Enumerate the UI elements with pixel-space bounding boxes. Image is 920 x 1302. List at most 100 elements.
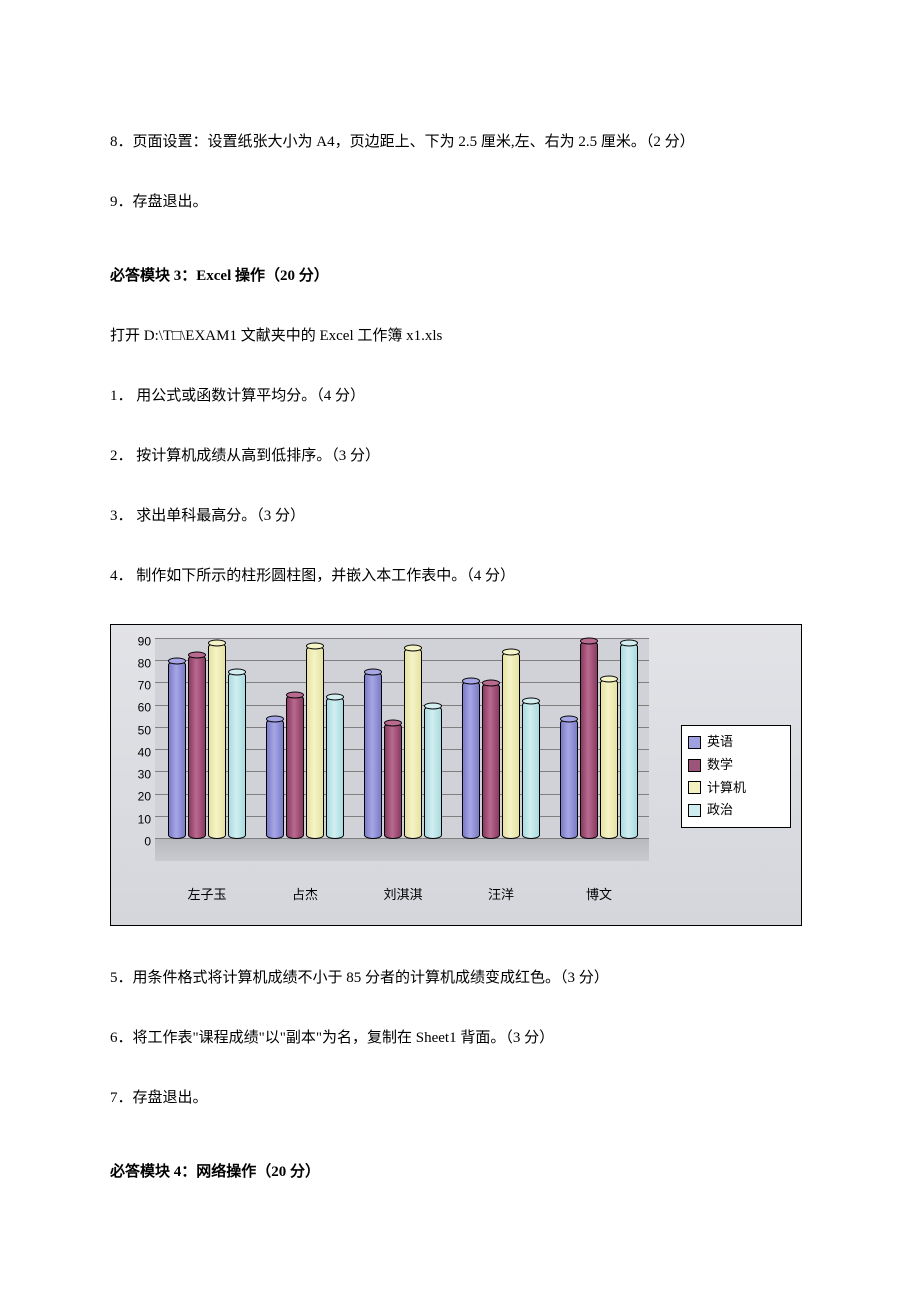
legend-swatch xyxy=(688,759,701,772)
cylinder-body xyxy=(286,695,304,839)
bar-group xyxy=(359,639,447,839)
cylinder-bar xyxy=(424,706,442,839)
cylinder-bar xyxy=(560,719,578,839)
legend-label: 政治 xyxy=(707,800,733,821)
y-tick-label: 60 xyxy=(138,699,151,718)
y-tick-label: 30 xyxy=(138,766,151,785)
cylinder-top xyxy=(560,716,578,723)
cylinder-body xyxy=(306,646,324,839)
cylinder-bar xyxy=(522,701,540,839)
x-axis-label: 刘淇淇 xyxy=(383,885,422,906)
bar-group xyxy=(555,639,643,839)
x-axis-label: 汪洋 xyxy=(488,885,514,906)
cylinder-bar xyxy=(306,646,324,839)
cylinder-bar-chart: 0102030405060708090 左子玉占杰刘淇淇汪洋博文 英语数学计算机… xyxy=(110,624,802,926)
legend: 英语数学计算机政治 xyxy=(681,725,791,828)
cylinder-body xyxy=(364,672,382,839)
bars-layer xyxy=(155,639,649,861)
cylinder-body xyxy=(208,643,226,839)
cylinder-body xyxy=(600,679,618,839)
y-tick-label: 50 xyxy=(138,721,151,740)
excel-item-6: 6．将工作表"课程成绩"以"副本"为名，复制在 Sheet1 背面。（3 分） xyxy=(110,1026,810,1050)
cylinder-bar xyxy=(168,661,186,839)
cylinder-bar xyxy=(482,683,500,839)
cylinder-bar xyxy=(208,643,226,839)
document-page: 8．页面设置：设置纸张大小为 A4，页边距上、下为 2.5 厘米,左、右为 2.… xyxy=(0,0,920,1300)
cylinder-top xyxy=(580,638,598,645)
cylinder-bar xyxy=(580,641,598,839)
cylinder-body xyxy=(404,648,422,839)
excel-item-3: 3． 求出单科最高分。（3 分） xyxy=(110,504,810,528)
y-tick-label: 20 xyxy=(138,788,151,807)
cylinder-top xyxy=(462,678,480,685)
cylinder-body xyxy=(502,652,520,839)
excel-item-4: 4． 制作如下所示的柱形圆柱图，并嵌入本工作表中。（4 分） xyxy=(110,564,810,588)
cylinder-body xyxy=(384,723,402,839)
cylinder-bar xyxy=(286,695,304,839)
module-4-heading: 必答模块 4：网络操作（20 分） xyxy=(110,1160,810,1184)
plot-area xyxy=(155,639,649,861)
bar-group xyxy=(261,639,349,839)
x-axis-label: 占杰 xyxy=(292,885,318,906)
cylinder-body xyxy=(462,681,480,839)
cylinder-bar xyxy=(266,719,284,839)
x-axis-label: 左子玉 xyxy=(187,885,226,906)
cylinder-top xyxy=(384,720,402,727)
y-tick-label: 10 xyxy=(138,810,151,829)
cylinder-body xyxy=(168,661,186,839)
cylinder-body xyxy=(228,672,246,839)
cylinder-top xyxy=(502,649,520,656)
item-9: 9．存盘退出。 xyxy=(110,190,810,214)
cylinder-body xyxy=(326,697,344,839)
y-tick-label: 40 xyxy=(138,743,151,762)
cylinder-body xyxy=(482,683,500,839)
plot-wrap: 0102030405060708090 左子玉占杰刘淇淇汪洋博文 xyxy=(125,639,649,883)
cylinder-body xyxy=(522,701,540,839)
y-tick-label: 0 xyxy=(144,832,151,851)
cylinder-top xyxy=(326,693,344,700)
cylinder-top xyxy=(188,651,206,658)
legend-item: 英语 xyxy=(688,732,784,753)
cylinder-top xyxy=(620,640,638,647)
cylinder-top xyxy=(168,658,186,665)
x-axis-labels: 左子玉占杰刘淇淇汪洋博文 xyxy=(155,885,649,905)
bar-group xyxy=(457,639,545,839)
cylinder-body xyxy=(560,719,578,839)
legend-item: 计算机 xyxy=(688,778,784,799)
cylinder-top xyxy=(482,680,500,687)
cylinder-body xyxy=(620,643,638,839)
cylinder-top xyxy=(522,698,540,705)
cylinder-body xyxy=(580,641,598,839)
cylinder-top xyxy=(404,644,422,651)
cylinder-top xyxy=(424,702,442,709)
cylinder-bar xyxy=(384,723,402,839)
cylinder-top xyxy=(228,669,246,676)
y-axis: 0102030405060708090 xyxy=(125,639,155,883)
cylinder-top xyxy=(266,716,284,723)
y-tick-label: 90 xyxy=(138,632,151,651)
excel-item-5: 5．用条件格式将计算机成绩不小于 85 分者的计算机成绩变成红色。（3 分） xyxy=(110,966,810,990)
legend-swatch xyxy=(688,736,701,749)
excel-item-2: 2． 按计算机成绩从高到低排序。（3 分） xyxy=(110,444,810,468)
cylinder-top xyxy=(306,642,324,649)
bar-group xyxy=(163,639,251,839)
cylinder-top xyxy=(286,691,304,698)
legend-label: 英语 xyxy=(707,732,733,753)
legend-swatch xyxy=(688,804,701,817)
legend-label: 计算机 xyxy=(707,778,746,799)
cylinder-bar xyxy=(326,697,344,839)
item-8: 8．页面设置：设置纸张大小为 A4，页边距上、下为 2.5 厘米,左、右为 2.… xyxy=(110,130,810,154)
cylinder-top xyxy=(364,669,382,676)
y-tick-label: 70 xyxy=(138,677,151,696)
cylinder-bar xyxy=(188,655,206,839)
excel-item-7: 7．存盘退出。 xyxy=(110,1086,810,1110)
legend-item: 政治 xyxy=(688,800,784,821)
cylinder-bar xyxy=(502,652,520,839)
cylinder-body xyxy=(188,655,206,839)
cylinder-bar xyxy=(620,643,638,839)
cylinder-bar xyxy=(600,679,618,839)
legend-swatch xyxy=(688,781,701,794)
chart-container: 0102030405060708090 左子玉占杰刘淇淇汪洋博文 英语数学计算机… xyxy=(110,624,810,926)
cylinder-top xyxy=(208,640,226,647)
legend-label: 数学 xyxy=(707,755,733,776)
